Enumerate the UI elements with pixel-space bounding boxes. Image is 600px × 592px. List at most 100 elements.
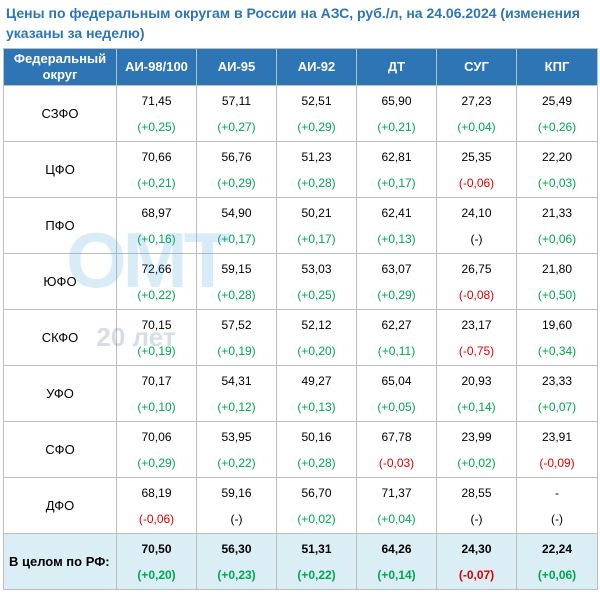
price-value: 56,76 — [221, 149, 252, 164]
price-cell: 53,95 (+0,22) — [196, 421, 277, 478]
price-cell: 28,55 (-) — [436, 477, 517, 534]
table-row: СКФО 70,15 (+0,19) 57,52 (+0,19) 52,12 (+0,20)… — [3, 309, 598, 366]
price-cell: 27,23 (+0,04) — [436, 85, 517, 142]
price-change: (+0,17) — [297, 231, 336, 246]
price-cell: 50,21 (+0,17) — [276, 197, 357, 254]
price-cell: 23,91 (-0,09) — [516, 421, 598, 478]
price-value: 23,99 — [461, 429, 492, 444]
price-value: 21,80 — [541, 261, 573, 276]
price-cell: 23,17 (-0,75) — [436, 309, 517, 366]
price-change: (+0,25) — [137, 119, 176, 134]
price-value: 23,33 — [541, 373, 573, 388]
price-cell: 71,45 (+0,25) — [116, 85, 197, 142]
price-change: (+0,17) — [377, 175, 416, 190]
price-value: 57,11 — [221, 93, 252, 108]
price-cell: 25,49 (+0,26) — [516, 85, 598, 142]
region-cell: ДФО — [3, 477, 117, 534]
price-cell: 63,07 (+0,29) — [356, 253, 437, 310]
price-change: (+0,21) — [137, 175, 176, 190]
price-change: (-0,75) — [458, 343, 495, 358]
price-value: 22,24 — [541, 541, 573, 556]
price-cell: 62,81 (+0,17) — [356, 141, 437, 198]
price-change: (+0,34) — [537, 343, 577, 358]
price-change: (+0,29) — [377, 287, 416, 302]
price-value: 70,06 — [141, 429, 172, 444]
price-cell: 51,31 (+0,22) — [276, 533, 357, 590]
price-cell: 26,75 (-0,08) — [436, 253, 517, 310]
price-change: (+0,28) — [297, 455, 336, 470]
price-value: 59,15 — [221, 261, 252, 276]
price-cell: 56,30 (+0,23) — [196, 533, 277, 590]
price-cell: 59,15 (+0,28) — [196, 253, 277, 310]
price-change: (+0,25) — [297, 287, 336, 302]
price-change: (+0,02) — [297, 511, 336, 526]
price-value: 23,91 — [541, 429, 573, 444]
price-cell: 71,37 (+0,04) — [356, 477, 437, 534]
header-region: Федеральный округ — [3, 48, 117, 86]
total-row: В целом по РФ: 70,50 (+0,20) 56,30 (+0,23) 51… — [3, 533, 598, 590]
price-cell: 56,76 (+0,29) — [196, 141, 277, 198]
header-kpg: КПГ — [516, 48, 598, 86]
price-change: (+0,23) — [217, 567, 256, 582]
price-value: 64,26 — [381, 541, 412, 556]
price-value: 51,23 — [301, 149, 332, 164]
price-value: 53,95 — [221, 429, 252, 444]
price-change: (+0,19) — [137, 343, 176, 358]
price-value: 62,27 — [381, 317, 412, 332]
price-value: 70,50 — [141, 541, 172, 556]
fuel-price-table: Федеральный округ АИ-98/100 АИ-95 АИ-92 … — [3, 48, 598, 590]
header-dt: ДТ — [356, 48, 437, 86]
price-change: (-0,08) — [458, 287, 495, 302]
price-value: 68,19 — [141, 485, 172, 500]
price-value: 25,49 — [541, 93, 573, 108]
price-change: (-) — [551, 511, 563, 526]
price-cell: 70,50 (+0,20) — [116, 533, 197, 590]
price-value: 68,97 — [141, 205, 172, 220]
price-cell: 22,24 (+0,06) — [516, 533, 598, 590]
table-row: УФО 70,17 (+0,10) 54,31 (+0,12) 49,27 (+0,13) 6… — [3, 365, 598, 422]
price-cell: 62,41 (+0,13) — [356, 197, 437, 254]
price-value: - — [555, 485, 559, 500]
price-change: (-) — [470, 231, 483, 246]
price-change: (+0,22) — [137, 287, 176, 302]
price-cell: 70,17 (+0,10) — [116, 365, 197, 422]
price-change: (+0,10) — [137, 399, 176, 414]
price-cell: 21,80 (+0,50) — [516, 253, 598, 310]
price-cell: 19,60 (+0,34) — [516, 309, 598, 366]
price-value: 70,17 — [141, 373, 172, 388]
price-change: (+0,22) — [217, 455, 256, 470]
table-row: ЮФО 72,66 (+0,22) 59,15 (+0,28) 53,03 (+0,25) 6… — [3, 253, 598, 310]
price-change: (+0,14) — [377, 567, 416, 582]
price-cell: 25,35 (-0,06) — [436, 141, 517, 198]
table-row: СФО 70,06 (+0,29) 53,95 (+0,22) 50,16 (+0,28) 6… — [3, 421, 598, 478]
price-change: (-0,07) — [458, 567, 495, 582]
price-cell: 59,16 (-) — [196, 477, 277, 534]
price-cell: 70,15 (+0,19) — [116, 309, 197, 366]
region-cell: В целом по РФ: — [3, 533, 117, 590]
table-row: СЗФО 71,45 (+0,25) 57,11 (+0,27) 52,51 (+0,29)… — [3, 85, 598, 142]
price-value: 50,16 — [301, 429, 332, 444]
price-cell: 68,19 (-0,06) — [116, 477, 197, 534]
price-value: 56,70 — [301, 485, 332, 500]
price-change: (+0,04) — [377, 511, 416, 526]
price-value: 54,90 — [221, 205, 252, 220]
price-value: 28,55 — [461, 485, 492, 500]
region-cell: ЦФО — [3, 141, 117, 198]
region-cell: ЮФО — [3, 253, 117, 310]
price-value: 57,52 — [221, 317, 252, 332]
price-value: 20,93 — [461, 373, 492, 388]
price-cell: 72,66 (+0,22) — [116, 253, 197, 310]
table-body: СЗФО 71,45 (+0,25) 57,11 (+0,27) 52,51 (+0,29)… — [3, 85, 598, 590]
page-title: Цены по федеральным округам в России на … — [6, 5, 580, 41]
price-change: (+0,12) — [217, 399, 256, 414]
price-value: 70,66 — [141, 149, 172, 164]
price-value: 24,10 — [461, 205, 492, 220]
table-row: ДФО 68,19 (-0,06) 59,16 (-) 56,70 (+0,02) 71,37… — [3, 477, 598, 534]
price-cell: 20,93 (+0,14) — [436, 365, 517, 422]
region-cell: СФО — [3, 421, 117, 478]
price-cell: 64,26 (+0,14) — [356, 533, 437, 590]
price-value: 56,30 — [221, 541, 252, 556]
price-value: 67,78 — [381, 429, 412, 444]
price-cell: 67,78 (-0,03) — [356, 421, 437, 478]
price-change: (+0,11) — [377, 343, 416, 358]
